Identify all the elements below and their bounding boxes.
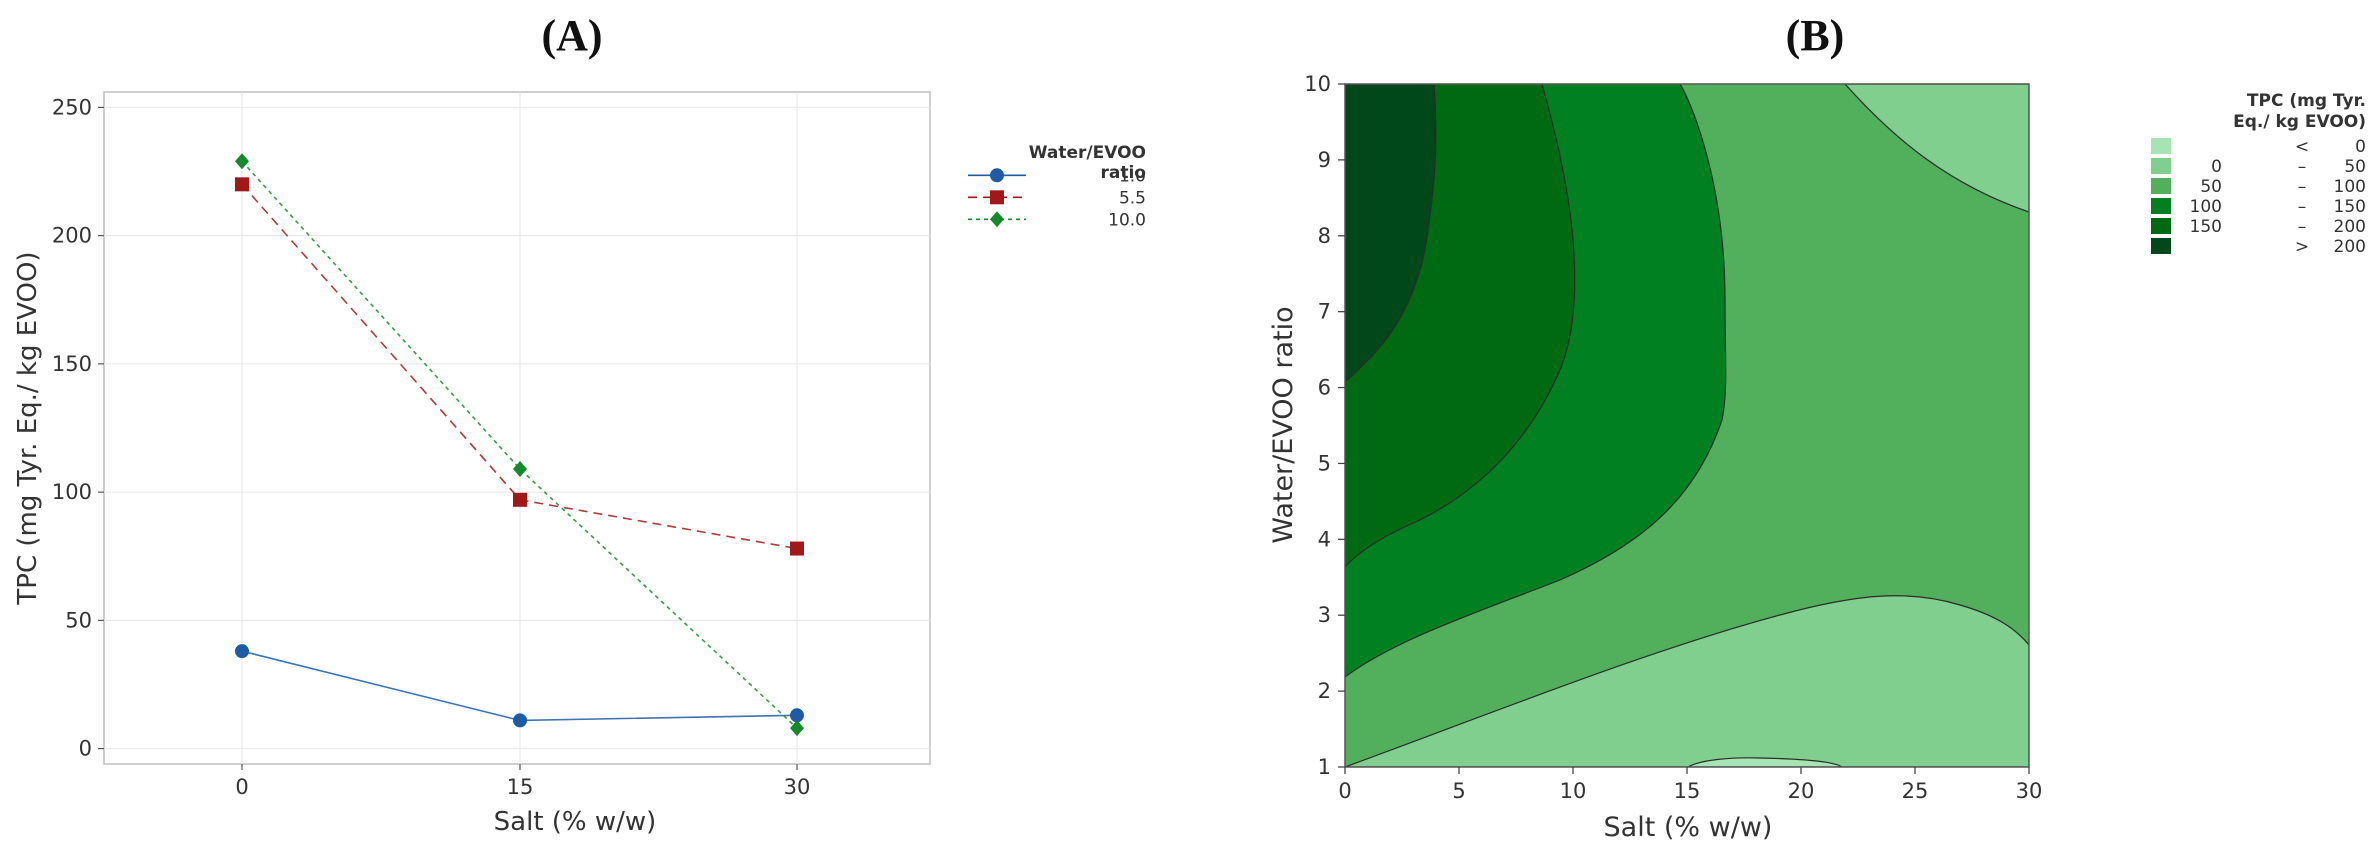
panel-b-x-axis-title: Salt (% w/w) [1604,812,1773,843]
b-legend-op-3: – [2298,197,2307,217]
b-legend-hi-1: 50 [2344,157,2366,177]
a-point-5.5-0 [235,177,249,192]
b-ytick-label-3: 3 [1318,603,1331,627]
panel-a-line-chart: 0 50 100 150 200 250 0 15 30 Salt (% w/w) TPC (… [13,91,1146,837]
contour-region-above-200 [1345,84,1437,383]
a-ytick-label-0: 0 [79,737,92,761]
a-point-5.5-30 [790,541,804,556]
b-legend-swatch-5 [2151,238,2171,254]
b-legend-swatch-0 [2151,138,2171,154]
b-legend-swatch-4 [2151,218,2171,234]
panel-b-contour-plot: 0 5 10 15 20 25 30 1 2 3 4 5 6 7 8 9 10 Salt (% w/w) Wa… [1268,72,2366,843]
contour-region-0-50-bottom [1345,595,2029,767]
panel-b-contour-regions [1345,84,2029,767]
a-ytick-label-250: 250 [52,95,92,119]
a-point-1.0-15 [513,713,527,728]
panel-a-x-ticks: 0 15 30 [235,764,810,799]
a-point-1.0-30 [790,708,804,723]
b-ytick-label-5: 5 [1318,451,1331,475]
a-ytick-label-150: 150 [52,352,92,376]
a-point-10.0-15 [513,461,527,478]
b-xtick-label-10: 10 [1560,779,1587,803]
a-xtick-label-30: 30 [784,775,811,799]
b-xtick-label-30: 30 [2016,779,2043,803]
panel-b-legend-title-line2: Eq./ kg EVOO) [2233,112,2366,132]
panel-a-legend: Water/EVOO ratio 1.05.510.0 [968,143,1146,230]
panel-a-plot-frame [103,91,931,765]
b-xtick-label-20: 20 [1788,779,1815,803]
b-ytick-label-9: 9 [1318,148,1331,172]
b-legend-lo-3: 100 [2190,197,2222,217]
a-legend-label-1.0: 1.0 [1119,166,1146,186]
b-legend-op-1: – [2298,157,2307,177]
b-ytick-label-7: 7 [1318,300,1331,324]
a-legend-marker-10.0 [990,211,1004,228]
a-series-line-10.0 [241,160,798,729]
panel-b-y-ticks: 1 2 3 4 5 6 7 8 9 10 [1304,72,1345,779]
a-point-1.0-0 [235,644,249,659]
a-xtick-label-15: 15 [507,775,534,799]
b-ytick-label-10: 10 [1304,72,1331,96]
a-legend-label-10.0: 10.0 [1108,210,1146,230]
b-legend-op-2: – [2298,177,2307,197]
panel-a-x-axis-title: Salt (% w/w) [494,807,657,837]
panel-a-legend-title-line2: ratio [1101,163,1147,183]
b-legend-lo-1: 0 [2211,157,2222,177]
panel-b-x-ticks: 0 5 10 15 20 25 30 [1338,767,2042,803]
contour-region-below-0 [1686,757,1844,767]
a-xtick-label-0: 0 [235,775,248,799]
b-legend-hi-0: 0 [2355,137,2366,157]
a-point-10.0-30 [790,720,804,737]
panel-b-label: (B) [1786,11,1845,60]
b-legend-op-4: – [2298,217,2307,237]
b-ytick-label-6: 6 [1318,376,1331,400]
b-legend-swatch-2 [2151,178,2171,194]
b-legend-swatch-3 [2151,198,2171,214]
b-legend-hi-3: 150 [2334,197,2366,217]
panel-a-y-ticks: 0 50 100 150 200 250 [52,95,104,761]
b-legend-hi-5: 200 [2334,237,2366,257]
a-ytick-label-100: 100 [52,480,92,504]
b-legend-hi-4: 200 [2334,217,2366,237]
panel-a-gridlines [104,92,930,764]
b-legend-op-5: > [2295,237,2309,257]
b-xtick-label-5: 5 [1452,779,1465,803]
a-ytick-label-50: 50 [65,608,92,632]
panel-a-label: (A) [541,11,602,60]
a-legend-marker-1.0 [990,168,1004,183]
panel-a-y-axis-title: TPC (mg Tyr. Eq./ kg EVOO) [13,251,43,605]
a-legend-marker-5.5 [990,190,1004,205]
a-point-5.5-15 [513,492,527,507]
b-legend-op-0: < [2295,137,2309,157]
panel-b-y-axis-title: Water/EVOO ratio [1268,306,1299,543]
panel-b-legend-title-line1: TPC (mg Tyr. [2247,91,2366,111]
b-legend-hi-2: 100 [2334,177,2366,197]
b-xtick-label-15: 15 [1674,779,1701,803]
a-legend-label-5.5: 5.5 [1119,188,1146,208]
panel-a-series [235,153,804,737]
b-ytick-label-4: 4 [1318,527,1331,551]
b-xtick-label-25: 25 [1902,779,1929,803]
b-legend-lo-2: 50 [2200,177,2222,197]
b-ytick-label-1: 1 [1318,755,1331,779]
a-point-10.0-0 [235,153,249,170]
b-ytick-label-8: 8 [1318,224,1331,248]
b-legend-swatch-1 [2151,158,2171,174]
b-ytick-label-2: 2 [1318,679,1331,703]
contour-region-0-50-top-right [1844,84,2029,213]
b-legend-lo-4: 150 [2190,217,2222,237]
a-ytick-label-200: 200 [52,224,92,248]
panel-a-legend-title-line1: Water/EVOO [1029,143,1146,163]
panel-b-legend: TPC (mg Tyr. Eq./ kg EVOO) <00–5050–1001… [2151,91,2366,257]
b-xtick-label-0: 0 [1338,779,1351,803]
